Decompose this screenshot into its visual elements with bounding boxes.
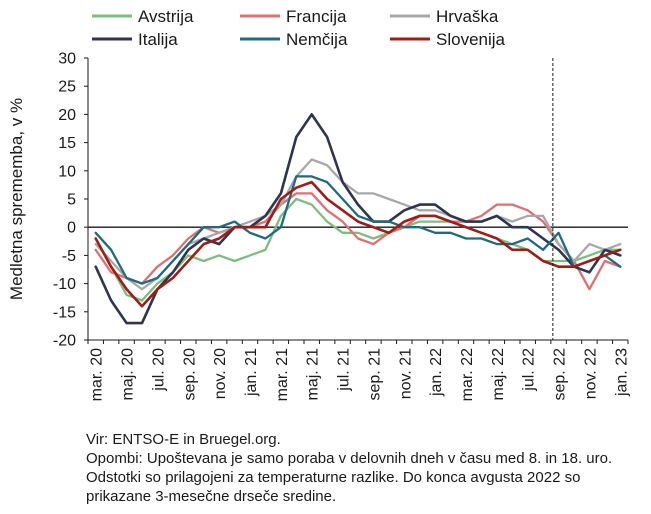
x-tick-label: jan. 23 xyxy=(613,348,630,397)
x-tick-label: nov. 21 xyxy=(397,348,414,399)
legend-label: Italija xyxy=(138,30,178,49)
chart-footnote: Vir: ENTSO-E in Bruegel.org. Opombi: Upo… xyxy=(86,430,646,506)
y-tick-label: -20 xyxy=(53,333,76,350)
x-tick-label: mar. 22 xyxy=(459,348,476,401)
legend-label: Slovenija xyxy=(436,30,506,49)
series-line-italija xyxy=(94,113,622,325)
y-axis-label: Medletna sprememba, v % xyxy=(7,98,26,300)
x-tick-label: sep. 22 xyxy=(552,348,569,401)
legend-label: Avstrija xyxy=(138,7,194,26)
source-note: Vir: ENTSO-E in Bruegel.org. xyxy=(86,431,281,448)
line-chart: Avstrija Francija Hrvaška Italija Nemčija Slo… xyxy=(7,7,630,402)
y-tick-label: 0 xyxy=(67,220,76,237)
y-tick-label: -10 xyxy=(53,276,76,293)
chart-legend: Avstrija Francija Hrvaška Italija Nemčija Slo… xyxy=(92,7,506,49)
x-tick-label: jul. 20 xyxy=(150,348,167,392)
series-line-nemčija xyxy=(94,175,622,285)
legend-label: Hrvaška xyxy=(436,7,499,26)
y-tick-label: 25 xyxy=(58,79,76,96)
x-tick-label: maj. 20 xyxy=(120,348,137,401)
chart-axes: -20 -15 -10 -5 0 5 10 15 20 25 30 mar. 20 maj. 20 jul… xyxy=(53,51,630,402)
legend-label: Francija xyxy=(286,7,347,26)
x-tick-label: maj. 21 xyxy=(305,348,322,401)
y-tick-label: 30 xyxy=(58,51,76,68)
x-tick-label: jan. 21 xyxy=(243,348,260,397)
y-tick-label: 5 xyxy=(67,192,76,209)
x-tick-label: sep. 21 xyxy=(366,348,383,401)
y-tick-label: 15 xyxy=(58,135,76,152)
x-tick-label: jul. 22 xyxy=(521,348,538,392)
legend-label: Nemčija xyxy=(286,30,348,49)
y-tick-label: 20 xyxy=(58,107,76,124)
x-tick-label: nov. 20 xyxy=(212,348,229,399)
notes-text: Opombi: Upoštevana je samo poraba v delo… xyxy=(86,450,613,505)
x-tick-label: jan. 22 xyxy=(428,348,445,397)
x-tick-label: jul. 21 xyxy=(336,348,353,392)
x-tick-label: mar. 21 xyxy=(274,348,291,401)
series-lines xyxy=(94,113,622,325)
y-tick-label: 10 xyxy=(58,163,76,180)
series-line-slovenija xyxy=(94,180,622,308)
x-tick-label: nov. 22 xyxy=(582,348,599,399)
series-line-francija xyxy=(94,192,622,291)
x-tick-label: maj. 22 xyxy=(490,348,507,401)
x-tick-label: mar. 20 xyxy=(89,348,106,401)
x-tick-label: sep. 20 xyxy=(181,348,198,401)
y-tick-label: -15 xyxy=(53,304,76,321)
y-tick-label: -5 xyxy=(62,248,76,265)
